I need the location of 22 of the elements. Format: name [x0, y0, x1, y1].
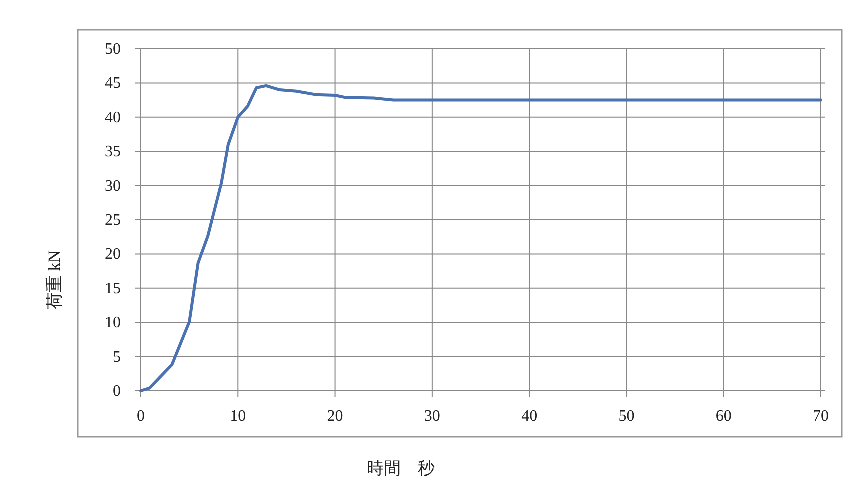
- y-tick-label: 5: [113, 348, 121, 366]
- x-tick-label: 20: [327, 408, 344, 425]
- y-tick-label: 45: [105, 75, 121, 92]
- y-tick-label: 20: [105, 246, 121, 264]
- x-tick-label: 40: [522, 408, 538, 425]
- x-tick-label: 60: [716, 408, 732, 425]
- y-tick-label: 25: [105, 212, 121, 229]
- x-axis-title: 時間 秒: [367, 459, 435, 478]
- y-tick-label: 0: [113, 383, 121, 400]
- x-tick-label: 0: [137, 408, 145, 425]
- y-tick-label: 15: [105, 280, 121, 298]
- x-tick-label: 10: [230, 408, 246, 425]
- y-tick-label: 50: [105, 41, 121, 58]
- x-tick-label: 50: [618, 408, 635, 425]
- x-tick-label: 30: [424, 408, 440, 425]
- y-tick-label: 30: [105, 178, 121, 195]
- y-tick-label: 40: [105, 109, 121, 126]
- y-axis-title: 荷重 kN: [45, 250, 64, 310]
- y-tick-label: 10: [105, 314, 121, 332]
- x-tick-label: 70: [813, 408, 829, 425]
- y-tick-label: 35: [105, 144, 121, 161]
- line-series: [140, 84, 822, 392]
